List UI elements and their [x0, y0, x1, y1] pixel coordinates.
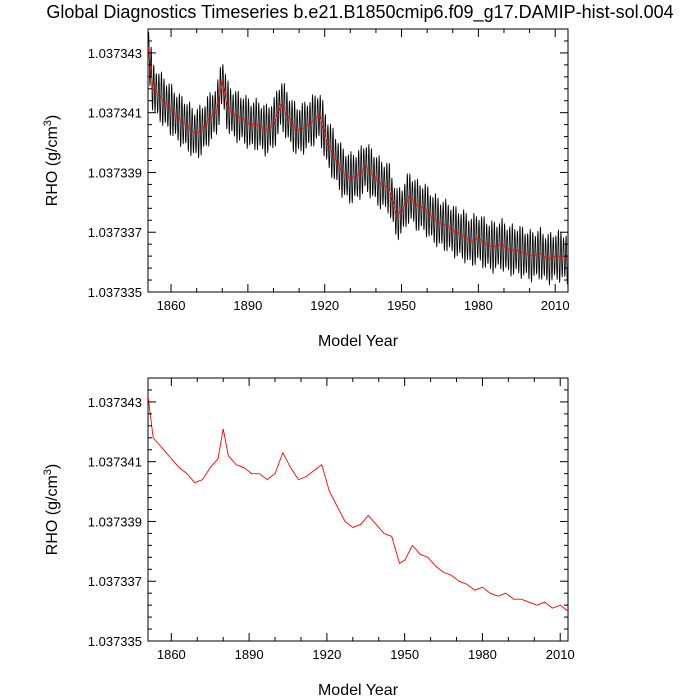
series-annual-line — [148, 46, 568, 260]
x-tick-label: 1950 — [390, 647, 419, 662]
x-tick-label: 1860 — [157, 647, 186, 662]
x-tick-label: 1980 — [468, 647, 497, 662]
y-tick-label: 1.037335 — [88, 285, 142, 300]
y-tick-label: 1.037341 — [88, 455, 142, 470]
y-axis-label: RHO (g/cm3) — [42, 115, 61, 206]
plot-frame — [147, 377, 569, 642]
y-axis-label: RHO (g/cm3) — [42, 464, 61, 555]
y-tick-label: 1.037339 — [88, 514, 142, 529]
x-axis-label: Model Year — [318, 682, 399, 699]
y-tick-label: 1.037341 — [88, 106, 142, 121]
data-area — [148, 31, 568, 286]
x-tick-label: 2010 — [546, 647, 575, 662]
x-tick-label: 1920 — [310, 298, 339, 313]
panel-top: 1860 1890 1920 1950 1980 2010 1.037335 1.037337… — [42, 28, 570, 350]
y-tick-label: 1.037335 — [88, 634, 142, 649]
figure-title: Global Diagnostics Timeseries b.e21.B185… — [46, 2, 674, 22]
x-tick-label: 1950 — [387, 298, 416, 313]
y-tick-label: 1.037343 — [88, 395, 142, 410]
x-tick-label: 1890 — [233, 298, 262, 313]
series-annual-line — [148, 395, 568, 612]
y-tick-label: 1.037343 — [88, 46, 142, 61]
y-tick-label: 1.037337 — [88, 574, 142, 589]
x-tick-label: 1920 — [312, 647, 341, 662]
x-tick-label: 1860 — [157, 298, 186, 313]
panel-bottom: 1860 1890 1920 1950 1980 2010 1.037335 1.037337… — [42, 377, 575, 699]
x-tick-label: 1890 — [235, 647, 264, 662]
data-area — [148, 395, 568, 612]
x-tick-label: 2010 — [541, 298, 570, 313]
x-tick-label: 1980 — [464, 298, 493, 313]
y-tick-label: 1.037337 — [88, 225, 142, 240]
y-tick-label: 1.037339 — [88, 165, 142, 180]
x-axis-label: Model Year — [318, 333, 399, 350]
